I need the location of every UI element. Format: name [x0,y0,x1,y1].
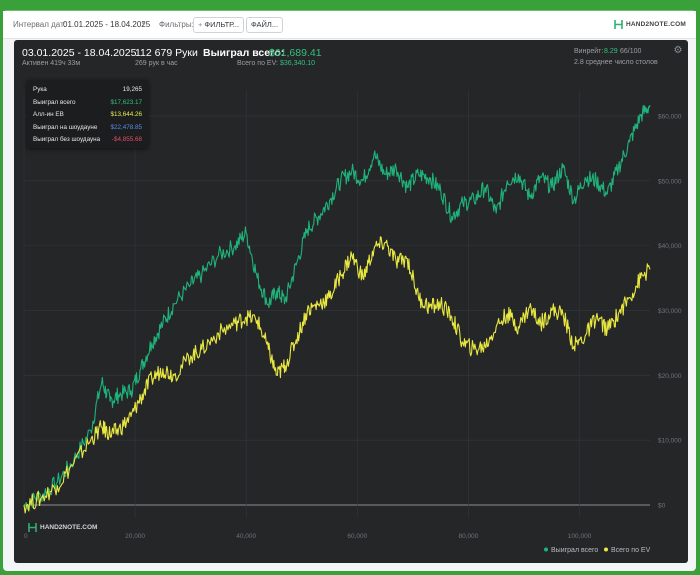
ev-total-value: $36,340.10 [280,60,316,67]
settings-gear-icon[interactable]: ⚙ [673,45,683,56]
date-range-title: 03.01.2025 - 18.04.2025 [22,47,137,59]
hands-per-hour: 269 рук в час [135,60,178,67]
tooltip-row-non-showdown: Выиграл без шоудауна -$4,855.68 [33,134,142,147]
y-tick-label: $60,000 [658,113,682,120]
tooltip-row-hand: Рука 19,265 [33,84,142,97]
tooltip-label: Выиграл на шоудауне [33,123,98,131]
tooltip-label: Алл-ин EB [33,111,64,119]
legend-label: Всего по EV [611,547,651,554]
filter-toolbar: Интервал дат: 01.01.2025 - 18.04.2025 ▾ … [3,11,696,39]
y-tick-label: $50,000 [658,178,682,185]
hand-tooltip: Рука 19,265 Выиграл всего $17,623.17 Алл… [27,80,148,148]
ev-total-label: Всего по EV: [237,60,278,67]
tooltip-label: Выиграл без шоудауна [33,136,101,144]
x-tick-label: 80,000 [459,533,479,540]
chevron-down-icon[interactable]: ▾ [142,21,146,28]
date-interval-select[interactable]: 01.01.2025 - 18.04.2025 [63,20,151,29]
hand2note-logo-icon [28,523,37,532]
x-tick-label: 0 [24,533,28,540]
winrate-value: 8.29 [604,48,618,55]
won-total-value: $61,689.41 [269,47,322,59]
tooltip-row-won-total: Выиграл всего $17,623.17 [33,97,142,110]
winrate-label: Винрейт: [574,48,604,55]
chart-watermark-logo: HAND2NOTE.COM [28,522,97,533]
tooltip-value: $13,644.26 [110,111,142,119]
series-line-ev-total [23,236,651,514]
add-filter-button[interactable]: + ФИЛЬТР... [193,17,244,33]
logo-text: HAND2NOTE.COM [625,21,686,28]
x-tick-label: 60,000 [347,533,367,540]
y-tick-label: $40,000 [658,243,682,250]
x-tick-label: 100,000 [568,533,592,540]
filters-label: Фильтры: [159,20,194,29]
profit-chart[interactable]: $0 $10,000 $20,000 $30,000 $40,000 $50,000 $60… [14,40,688,563]
add-filter-label: ФИЛЬТР... [204,20,239,29]
tooltip-label: Рука [33,86,47,93]
y-tick-label: $10,000 [658,438,682,445]
plus-icon: + [198,20,203,29]
graph-panel: $0 $10,000 $20,000 $30,000 $40,000 $50,000 $60… [14,40,688,563]
app-window: Интервал дат: 01.01.2025 - 18.04.2025 ▾ … [3,10,696,571]
y-tick-label: $20,000 [658,373,682,380]
tooltip-value: $22,478.85 [110,123,142,131]
tooltip-row-showdown: Выиграл на шоудауне $22,478.85 [33,122,142,135]
hand2note-logo: HAND2NOTE.COM [614,19,686,30]
tooltip-value: 19,265 [122,86,142,93]
date-interval-label: Интервал дат: [13,20,66,29]
files-button[interactable]: ФАЙЛ... [246,17,284,33]
series-line-won-total [23,104,651,510]
legend-marker [604,547,608,552]
x-tick-label: 40,000 [236,533,256,540]
winrate-suffix: 66/100 [620,48,642,55]
avg-tables: 2.8 среднее число столов [574,59,658,66]
hands-count: 112 679 Руки [135,47,198,59]
active-time: Активен 419ч 33м [22,60,81,67]
legend-marker [544,547,548,552]
tooltip-value: -$4,855.68 [111,136,142,144]
watermark-text: HAND2NOTE.COM [40,524,98,531]
tooltip-label: Выиграл всего [33,98,76,106]
won-total-label: Выиграл всего: [203,47,285,59]
legend-label: Выиграл всего [551,547,598,554]
hand2note-logo-icon [614,20,623,29]
y-tick-label: $30,000 [658,308,682,315]
y-tick-label: $0 [658,503,666,510]
tooltip-value: $17,623.17 [110,98,142,106]
tooltip-row-allin-ev: Алл-ин EB $13,644.26 [33,109,142,122]
files-label: ФАЙЛ... [251,20,279,29]
x-tick-label: 20,000 [125,533,145,540]
